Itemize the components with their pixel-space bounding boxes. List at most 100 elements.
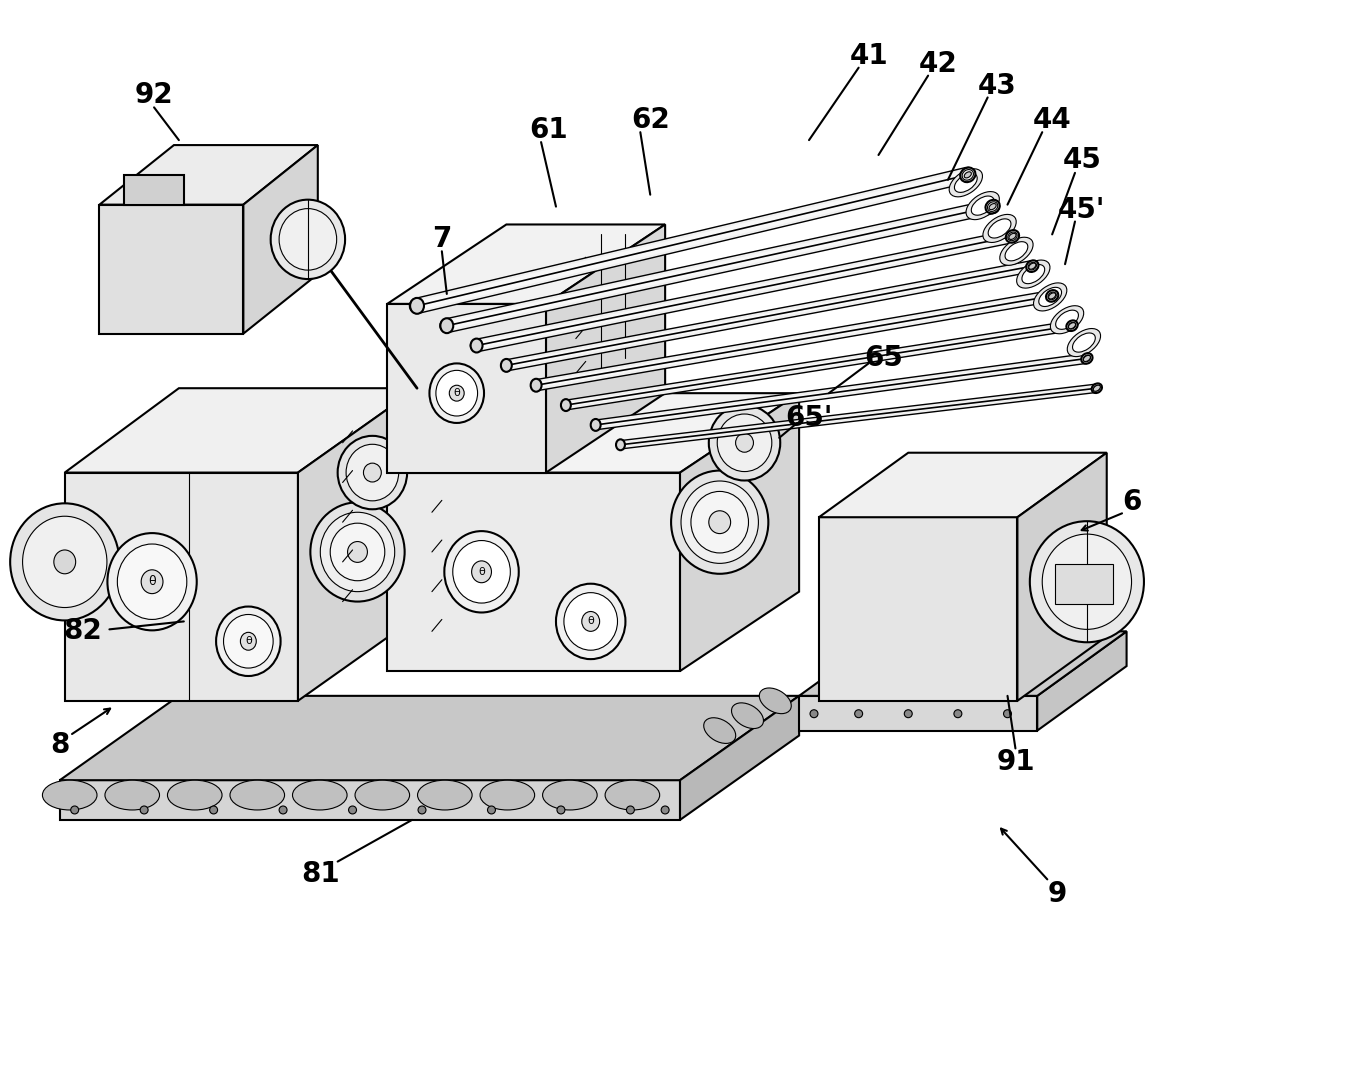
- Ellipse shape: [1017, 260, 1050, 288]
- Polygon shape: [388, 473, 680, 672]
- Ellipse shape: [1093, 385, 1100, 391]
- Ellipse shape: [1051, 306, 1084, 334]
- Ellipse shape: [1046, 290, 1058, 301]
- Ellipse shape: [542, 780, 597, 810]
- Ellipse shape: [210, 806, 217, 814]
- Ellipse shape: [1067, 329, 1100, 357]
- Ellipse shape: [348, 542, 367, 562]
- Ellipse shape: [278, 806, 287, 814]
- Ellipse shape: [531, 379, 542, 392]
- Ellipse shape: [435, 370, 478, 416]
- Ellipse shape: [627, 806, 635, 814]
- Text: 65': 65': [785, 404, 833, 432]
- Polygon shape: [799, 631, 1126, 696]
- Ellipse shape: [691, 491, 748, 553]
- Ellipse shape: [363, 463, 381, 482]
- Ellipse shape: [1009, 234, 1016, 239]
- Ellipse shape: [672, 471, 768, 573]
- Ellipse shape: [53, 550, 75, 573]
- Ellipse shape: [105, 780, 160, 810]
- Text: 92: 92: [135, 82, 173, 109]
- Ellipse shape: [1081, 353, 1092, 364]
- Ellipse shape: [117, 544, 187, 619]
- Polygon shape: [388, 393, 799, 473]
- Ellipse shape: [988, 218, 1011, 238]
- Text: 43: 43: [979, 72, 1017, 99]
- Ellipse shape: [71, 806, 79, 814]
- Text: θ: θ: [453, 388, 460, 399]
- Ellipse shape: [1005, 241, 1028, 261]
- Ellipse shape: [1029, 263, 1036, 270]
- Ellipse shape: [1066, 320, 1077, 331]
- Ellipse shape: [591, 419, 601, 431]
- Polygon shape: [388, 225, 665, 304]
- Ellipse shape: [983, 214, 1016, 242]
- Ellipse shape: [1029, 521, 1144, 642]
- Ellipse shape: [759, 688, 792, 714]
- Ellipse shape: [1084, 355, 1091, 361]
- Polygon shape: [243, 145, 318, 334]
- Polygon shape: [1017, 453, 1107, 701]
- Ellipse shape: [42, 780, 97, 810]
- Ellipse shape: [1092, 383, 1102, 393]
- Ellipse shape: [708, 405, 781, 480]
- Ellipse shape: [141, 570, 162, 594]
- Polygon shape: [100, 204, 243, 334]
- Ellipse shape: [347, 444, 399, 501]
- Ellipse shape: [1026, 260, 1039, 272]
- Ellipse shape: [999, 237, 1033, 265]
- Text: 62: 62: [631, 106, 670, 134]
- Ellipse shape: [962, 169, 973, 180]
- Text: θ: θ: [587, 616, 594, 627]
- Text: 9: 9: [1047, 880, 1066, 909]
- Ellipse shape: [472, 561, 491, 583]
- Ellipse shape: [1073, 333, 1095, 352]
- Ellipse shape: [964, 171, 972, 178]
- Ellipse shape: [581, 612, 599, 631]
- Ellipse shape: [987, 202, 998, 212]
- Polygon shape: [124, 175, 184, 204]
- Text: θ: θ: [478, 567, 485, 577]
- Ellipse shape: [704, 717, 736, 744]
- Polygon shape: [819, 453, 1107, 518]
- Text: 45: 45: [1062, 146, 1102, 174]
- Ellipse shape: [224, 615, 273, 668]
- Ellipse shape: [854, 710, 863, 717]
- Ellipse shape: [330, 523, 385, 581]
- Ellipse shape: [605, 780, 659, 810]
- Bar: [1055, 563, 1112, 604]
- Text: 41: 41: [849, 41, 887, 70]
- Polygon shape: [64, 389, 418, 473]
- Ellipse shape: [717, 414, 771, 472]
- Ellipse shape: [1043, 534, 1132, 629]
- Ellipse shape: [732, 703, 763, 728]
- Polygon shape: [100, 145, 318, 204]
- Ellipse shape: [986, 200, 999, 213]
- Ellipse shape: [972, 197, 994, 215]
- Text: 61: 61: [530, 116, 568, 144]
- Polygon shape: [680, 696, 799, 820]
- Polygon shape: [1037, 631, 1126, 731]
- Polygon shape: [298, 389, 418, 701]
- Ellipse shape: [321, 512, 394, 592]
- Polygon shape: [819, 518, 1017, 701]
- Ellipse shape: [10, 503, 119, 620]
- Ellipse shape: [904, 710, 912, 717]
- Polygon shape: [64, 473, 298, 701]
- Ellipse shape: [1048, 293, 1055, 299]
- Text: 7: 7: [433, 225, 452, 253]
- Ellipse shape: [292, 780, 347, 810]
- Ellipse shape: [240, 632, 257, 650]
- Ellipse shape: [471, 339, 483, 353]
- Ellipse shape: [337, 436, 407, 509]
- Polygon shape: [388, 304, 546, 473]
- Ellipse shape: [736, 434, 753, 452]
- Ellipse shape: [1069, 322, 1076, 329]
- Text: 44: 44: [1033, 106, 1072, 134]
- Ellipse shape: [661, 806, 669, 814]
- Ellipse shape: [949, 169, 983, 197]
- Ellipse shape: [809, 710, 818, 717]
- Text: 8: 8: [51, 732, 70, 759]
- Ellipse shape: [556, 584, 625, 660]
- Ellipse shape: [954, 710, 962, 717]
